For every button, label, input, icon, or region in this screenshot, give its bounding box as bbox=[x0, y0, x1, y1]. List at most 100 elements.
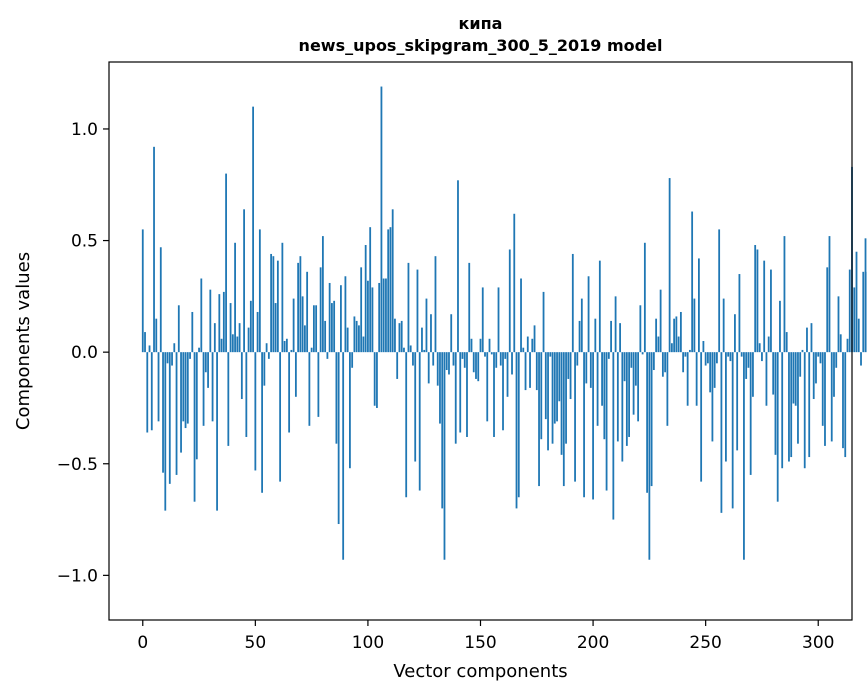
bar-8 bbox=[159, 247, 162, 353]
bar-22 bbox=[191, 311, 194, 353]
bar-248 bbox=[700, 352, 703, 482]
bar-62 bbox=[281, 242, 284, 353]
bar-207 bbox=[607, 352, 610, 359]
bar-183 bbox=[553, 352, 556, 424]
bar-156 bbox=[493, 352, 495, 437]
bar-24 bbox=[195, 352, 198, 460]
bar-108 bbox=[385, 278, 387, 353]
bar-106 bbox=[380, 86, 383, 353]
x-tick-label: 300 bbox=[802, 633, 834, 653]
bar-7 bbox=[157, 352, 160, 422]
bar-97 bbox=[360, 267, 363, 353]
bar-268 bbox=[745, 352, 748, 379]
bar-25 bbox=[198, 347, 200, 353]
bar-39 bbox=[229, 303, 232, 353]
bar-204 bbox=[601, 352, 603, 406]
bar-91 bbox=[346, 327, 349, 353]
bar-285 bbox=[783, 236, 786, 353]
bar-132 bbox=[439, 352, 441, 424]
bar-17 bbox=[180, 352, 182, 453]
bar-290 bbox=[794, 352, 797, 406]
bar-273 bbox=[756, 249, 759, 353]
bar-140 bbox=[457, 180, 459, 353]
bar-83 bbox=[328, 282, 331, 353]
bar-88 bbox=[340, 285, 342, 353]
bar-270 bbox=[749, 352, 752, 475]
bar-43 bbox=[238, 323, 241, 353]
bar-54 bbox=[263, 352, 266, 386]
bar-251 bbox=[707, 352, 709, 364]
x-tick-label: 100 bbox=[352, 633, 384, 653]
bar-223 bbox=[643, 242, 646, 353]
bar-158 bbox=[497, 287, 500, 353]
bar-167 bbox=[517, 352, 520, 498]
bar-256 bbox=[718, 229, 721, 353]
bar-76 bbox=[312, 305, 315, 353]
x-axis-label: Vector components bbox=[393, 661, 567, 682]
bar-78 bbox=[317, 352, 320, 417]
bar-171 bbox=[526, 336, 529, 353]
bar-154 bbox=[488, 338, 491, 353]
bar-52 bbox=[258, 229, 261, 353]
bar-221 bbox=[639, 305, 642, 353]
bar-272 bbox=[754, 245, 757, 353]
bar-205 bbox=[603, 352, 606, 440]
bar-230 bbox=[659, 289, 662, 353]
bar-100 bbox=[367, 280, 369, 353]
bar-211 bbox=[616, 352, 619, 442]
bar-85 bbox=[333, 300, 336, 353]
bar-107 bbox=[382, 278, 385, 353]
bar-4 bbox=[150, 352, 153, 431]
bar-11 bbox=[166, 352, 169, 364]
bar-263 bbox=[734, 314, 736, 353]
bar-150 bbox=[479, 338, 482, 353]
bar-297 bbox=[810, 323, 813, 353]
bar-15 bbox=[175, 352, 178, 475]
y-tick-label: −1.0 bbox=[57, 566, 98, 586]
bar-232 bbox=[664, 352, 667, 373]
bar-35 bbox=[220, 338, 223, 353]
bar-74 bbox=[308, 352, 311, 426]
bar-184 bbox=[556, 352, 558, 422]
bar-174 bbox=[533, 325, 536, 353]
bar-84 bbox=[331, 303, 333, 353]
bar-289 bbox=[792, 352, 795, 404]
bar-3 bbox=[148, 345, 151, 353]
bar-110 bbox=[389, 227, 392, 353]
bar-113 bbox=[396, 352, 399, 379]
bar-186 bbox=[560, 352, 563, 455]
bar-210 bbox=[614, 296, 617, 353]
x-tick-label: 50 bbox=[245, 633, 267, 653]
bar-36 bbox=[222, 291, 225, 353]
bar-114 bbox=[398, 323, 401, 353]
bar-13 bbox=[171, 352, 173, 366]
bar-164 bbox=[511, 352, 513, 375]
bar-138 bbox=[452, 352, 455, 366]
bar-72 bbox=[303, 325, 306, 353]
bar-153 bbox=[486, 352, 489, 422]
bar-73 bbox=[306, 271, 309, 353]
bar-202 bbox=[596, 352, 599, 426]
bar-57 bbox=[270, 253, 273, 353]
bar-246 bbox=[695, 352, 698, 406]
bar-103 bbox=[373, 352, 376, 406]
bar-185 bbox=[558, 352, 561, 402]
bar-33 bbox=[216, 352, 218, 511]
bar-277 bbox=[765, 352, 768, 406]
bar-175 bbox=[535, 352, 538, 391]
bar-131 bbox=[436, 352, 439, 386]
bar-161 bbox=[504, 352, 507, 359]
bar-120 bbox=[412, 352, 414, 366]
bar-173 bbox=[531, 338, 534, 353]
bar-217 bbox=[630, 352, 633, 368]
bar-308 bbox=[835, 352, 838, 368]
bar-29 bbox=[207, 352, 209, 388]
bar-82 bbox=[326, 352, 329, 359]
bar-135 bbox=[445, 352, 448, 371]
bar-109 bbox=[387, 229, 390, 353]
bar-92 bbox=[349, 352, 351, 469]
bar-276 bbox=[763, 260, 766, 353]
bar-235 bbox=[670, 343, 673, 353]
bar-242 bbox=[686, 352, 689, 406]
bar-70 bbox=[299, 256, 302, 353]
